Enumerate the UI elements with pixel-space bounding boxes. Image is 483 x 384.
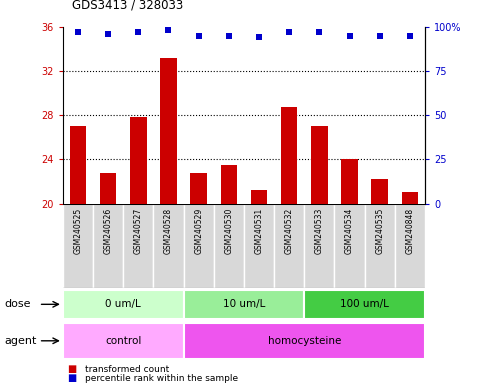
- Point: [134, 29, 142, 35]
- Text: percentile rank within the sample: percentile rank within the sample: [85, 374, 238, 383]
- Point: [74, 29, 82, 35]
- Text: dose: dose: [5, 299, 31, 310]
- Text: 10 um/L: 10 um/L: [223, 299, 265, 310]
- Point: [195, 33, 202, 39]
- Point: [285, 29, 293, 35]
- Text: GSM240534: GSM240534: [345, 208, 354, 254]
- Text: GSM240530: GSM240530: [224, 208, 233, 254]
- Bar: [371, 179, 388, 204]
- Bar: [184, 204, 213, 288]
- Bar: [123, 204, 154, 288]
- Point: [346, 33, 354, 39]
- Bar: [334, 204, 365, 288]
- Bar: [395, 204, 425, 288]
- Point: [406, 33, 414, 39]
- Text: 100 um/L: 100 um/L: [340, 299, 389, 310]
- Bar: [244, 204, 274, 288]
- Bar: [190, 173, 207, 204]
- Bar: [304, 204, 334, 288]
- Text: transformed count: transformed count: [85, 365, 169, 374]
- Text: ■: ■: [68, 373, 77, 383]
- Text: 0 um/L: 0 um/L: [105, 299, 141, 310]
- Text: GSM240525: GSM240525: [73, 208, 83, 254]
- Bar: [70, 126, 86, 204]
- Point: [104, 31, 112, 37]
- Text: ■: ■: [68, 364, 77, 374]
- Bar: [130, 118, 146, 204]
- Text: GSM240535: GSM240535: [375, 208, 384, 254]
- Point: [165, 27, 172, 33]
- Text: GSM240526: GSM240526: [103, 208, 113, 254]
- Bar: [154, 204, 184, 288]
- Text: GSM240528: GSM240528: [164, 208, 173, 254]
- Text: GSM240848: GSM240848: [405, 208, 414, 254]
- Text: GSM240533: GSM240533: [315, 208, 324, 254]
- Text: GDS3413 / 328033: GDS3413 / 328033: [72, 0, 184, 12]
- Point: [255, 35, 263, 41]
- Text: GSM240529: GSM240529: [194, 208, 203, 254]
- Bar: [184, 323, 425, 359]
- Point: [315, 29, 323, 35]
- Text: agent: agent: [5, 336, 37, 346]
- Bar: [63, 290, 184, 319]
- Bar: [304, 290, 425, 319]
- Bar: [63, 204, 93, 288]
- Text: control: control: [105, 336, 142, 346]
- Point: [376, 33, 384, 39]
- Bar: [274, 204, 304, 288]
- Bar: [100, 173, 116, 204]
- Text: GSM240532: GSM240532: [284, 208, 294, 254]
- Bar: [341, 159, 358, 204]
- Bar: [213, 204, 244, 288]
- Bar: [281, 108, 298, 204]
- Point: [225, 33, 233, 39]
- Bar: [184, 290, 304, 319]
- Bar: [365, 204, 395, 288]
- Bar: [63, 323, 184, 359]
- Text: homocysteine: homocysteine: [268, 336, 341, 346]
- Bar: [251, 190, 267, 204]
- Bar: [311, 126, 327, 204]
- Bar: [402, 192, 418, 204]
- Text: GSM240531: GSM240531: [255, 208, 264, 254]
- Bar: [93, 204, 123, 288]
- Bar: [221, 165, 237, 204]
- Text: GSM240527: GSM240527: [134, 208, 143, 254]
- Bar: [160, 58, 177, 204]
